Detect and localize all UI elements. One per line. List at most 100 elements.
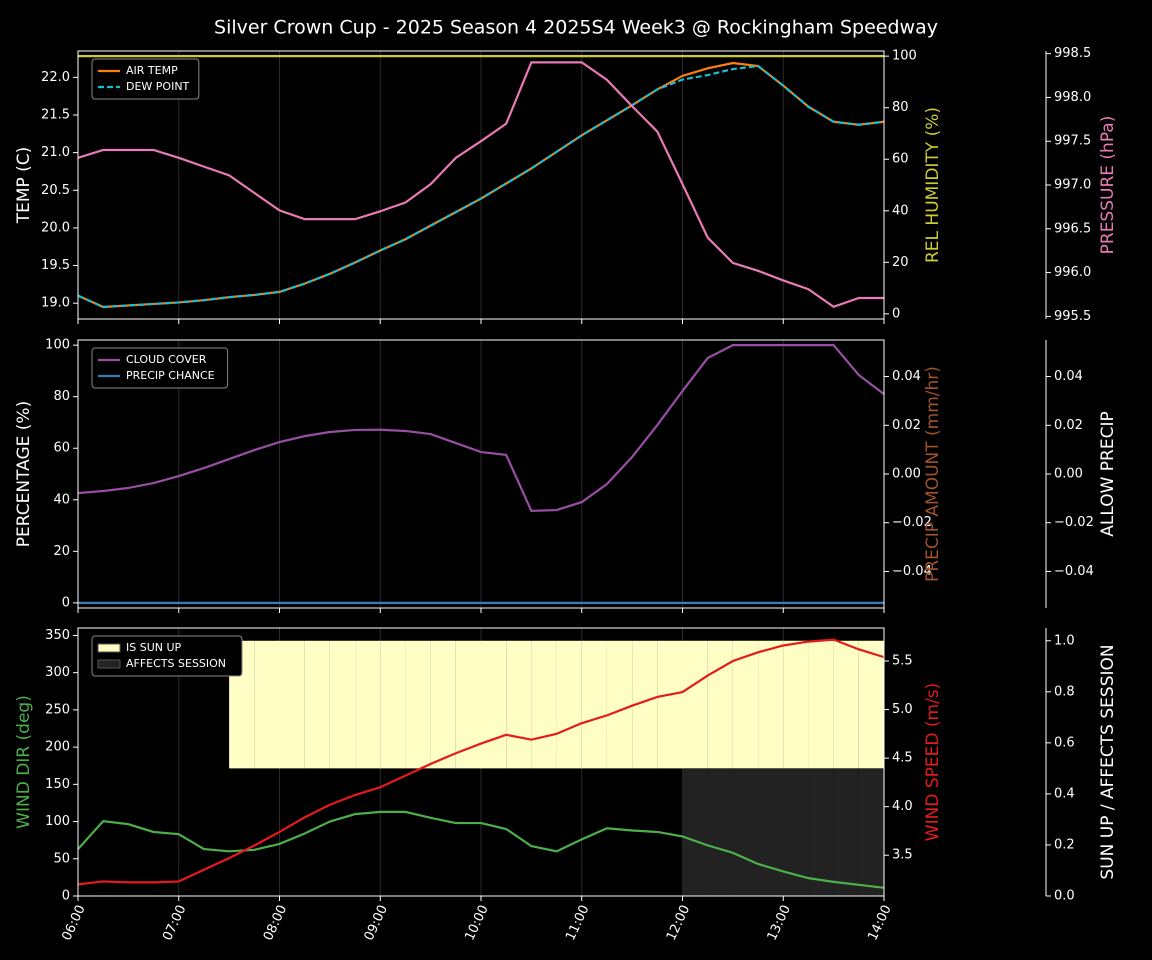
x-tick-label: 07:00 xyxy=(160,903,189,943)
band-segment xyxy=(858,768,884,896)
series-line xyxy=(77,64,885,309)
band-segment xyxy=(455,640,481,769)
chart-title: Silver Crown Cup - 2025 Season 4 2025S4 … xyxy=(214,17,938,39)
y3-tick-label: 1.0 xyxy=(1054,633,1075,648)
band-segment xyxy=(556,640,582,769)
band-segment xyxy=(682,768,708,896)
y-tick-label: 150 xyxy=(45,777,70,792)
legend-label: CLOUD COVER xyxy=(126,353,207,366)
y-tick-label: 20.5 xyxy=(41,183,70,198)
y2-axis-label: PRECIP AMOUNT (mm/hr) xyxy=(923,366,943,582)
x-tick-label: 10:00 xyxy=(462,903,491,943)
y2-tick-label: 100 xyxy=(892,49,917,64)
band-segment xyxy=(657,640,683,769)
y-tick-label: 350 xyxy=(45,628,70,643)
band-segment xyxy=(329,640,356,769)
y-tick-label: 60 xyxy=(53,441,70,456)
y2-tick-label: 60 xyxy=(892,152,909,167)
y2-tick-label: 0.02 xyxy=(892,418,921,433)
band-segment xyxy=(606,640,633,769)
band-segment xyxy=(430,640,456,769)
band-segment xyxy=(481,640,507,769)
y-tick-label: 20 xyxy=(53,544,70,559)
y3-tick-label: 0.00 xyxy=(1054,467,1083,482)
y3-axis-label: SUN UP / AFFECTS SESSION xyxy=(1098,644,1118,879)
y2-tick-label: 20 xyxy=(892,255,909,270)
band-segment xyxy=(758,640,784,769)
y2-tick-label: 5.0 xyxy=(892,702,913,717)
band-segment xyxy=(707,768,733,896)
y2-tick-label: 80 xyxy=(892,100,909,115)
x-tick-label: 13:00 xyxy=(765,903,794,943)
y2-tick-label: −0.04 xyxy=(892,564,932,579)
band-segment xyxy=(581,640,607,769)
y2-axis-label: WIND SPEED (m/s) xyxy=(923,683,943,841)
band-segment xyxy=(405,640,431,769)
band-segment xyxy=(355,640,381,769)
y2-tick-label: 40 xyxy=(892,203,909,218)
band-segment xyxy=(758,768,784,896)
legend-box xyxy=(91,635,243,677)
y2-tick-label: 0.00 xyxy=(892,467,921,482)
legend-swatch xyxy=(97,643,121,653)
x-tick-label: 11:00 xyxy=(563,903,592,943)
y3-tick-label: 997.5 xyxy=(1054,134,1091,149)
band-segment xyxy=(808,768,834,896)
band-segment xyxy=(380,640,406,769)
y-axis-label: TEMP (C) xyxy=(14,147,34,225)
y3-tick-label: 998.0 xyxy=(1054,90,1091,105)
band-segment xyxy=(707,640,733,769)
band-segment xyxy=(279,640,305,769)
legend-label: AFFECTS SESSION xyxy=(126,657,226,670)
y-tick-label: 100 xyxy=(45,814,70,829)
legend-label: PRECIP CHANCE xyxy=(126,369,215,382)
y2-tick-label: 4.5 xyxy=(892,751,913,766)
y3-tick-label: 998.5 xyxy=(1054,46,1091,61)
band-segment xyxy=(783,640,809,769)
band-segment xyxy=(531,640,557,769)
band-segment xyxy=(304,640,330,769)
y2-tick-label: 0 xyxy=(892,306,900,321)
y-tick-label: 20.0 xyxy=(41,220,70,235)
y-tick-label: 19.0 xyxy=(41,296,70,311)
band-segment xyxy=(833,640,859,769)
legend-label: DEW POINT xyxy=(126,80,190,93)
y3-tick-label: 996.0 xyxy=(1054,265,1091,280)
y2-tick-label: −0.02 xyxy=(892,515,932,530)
y3-axis-label: ALLOW PRECIP xyxy=(1098,411,1118,537)
y3-tick-label: 0.6 xyxy=(1054,735,1075,750)
band-segment xyxy=(808,640,834,769)
y2-tick-label: 0.04 xyxy=(892,369,921,384)
y3-tick-label: 0.8 xyxy=(1054,684,1075,699)
y2-tick-label: 3.5 xyxy=(892,848,913,863)
y-tick-label: 19.5 xyxy=(41,258,70,273)
y-tick-label: 0 xyxy=(62,595,70,610)
y3-tick-label: 997.0 xyxy=(1054,178,1091,193)
y3-tick-label: 0.4 xyxy=(1054,786,1075,801)
y-axis-label: WIND DIR (deg) xyxy=(14,695,34,829)
series-line xyxy=(77,638,885,886)
y-axis-label: PERCENTAGE (%) xyxy=(14,401,34,547)
y-tick-label: 21.5 xyxy=(41,107,70,122)
band-segment xyxy=(858,640,884,769)
band-segment xyxy=(506,640,532,769)
x-tick-label: 14:00 xyxy=(865,903,894,943)
y-tick-label: 200 xyxy=(45,740,70,755)
band-segment xyxy=(682,640,708,769)
series-line xyxy=(77,61,884,308)
x-tick-label: 12:00 xyxy=(664,903,693,943)
legend-swatch xyxy=(97,659,121,669)
y2-tick-label: 4.0 xyxy=(892,799,913,814)
y-tick-label: 0 xyxy=(62,889,70,904)
y-tick-label: 250 xyxy=(45,702,70,717)
band-segment xyxy=(833,768,859,896)
y-tick-label: 40 xyxy=(53,492,70,507)
y3-tick-label: 0.2 xyxy=(1054,837,1075,852)
y-tick-label: 80 xyxy=(53,389,70,404)
y3-tick-label: −0.04 xyxy=(1054,564,1094,579)
y-tick-label: 50 xyxy=(53,851,70,866)
y3-tick-label: 0.04 xyxy=(1054,369,1083,384)
y3-tick-label: 0.0 xyxy=(1054,889,1075,904)
x-tick-label: 08:00 xyxy=(261,903,290,943)
